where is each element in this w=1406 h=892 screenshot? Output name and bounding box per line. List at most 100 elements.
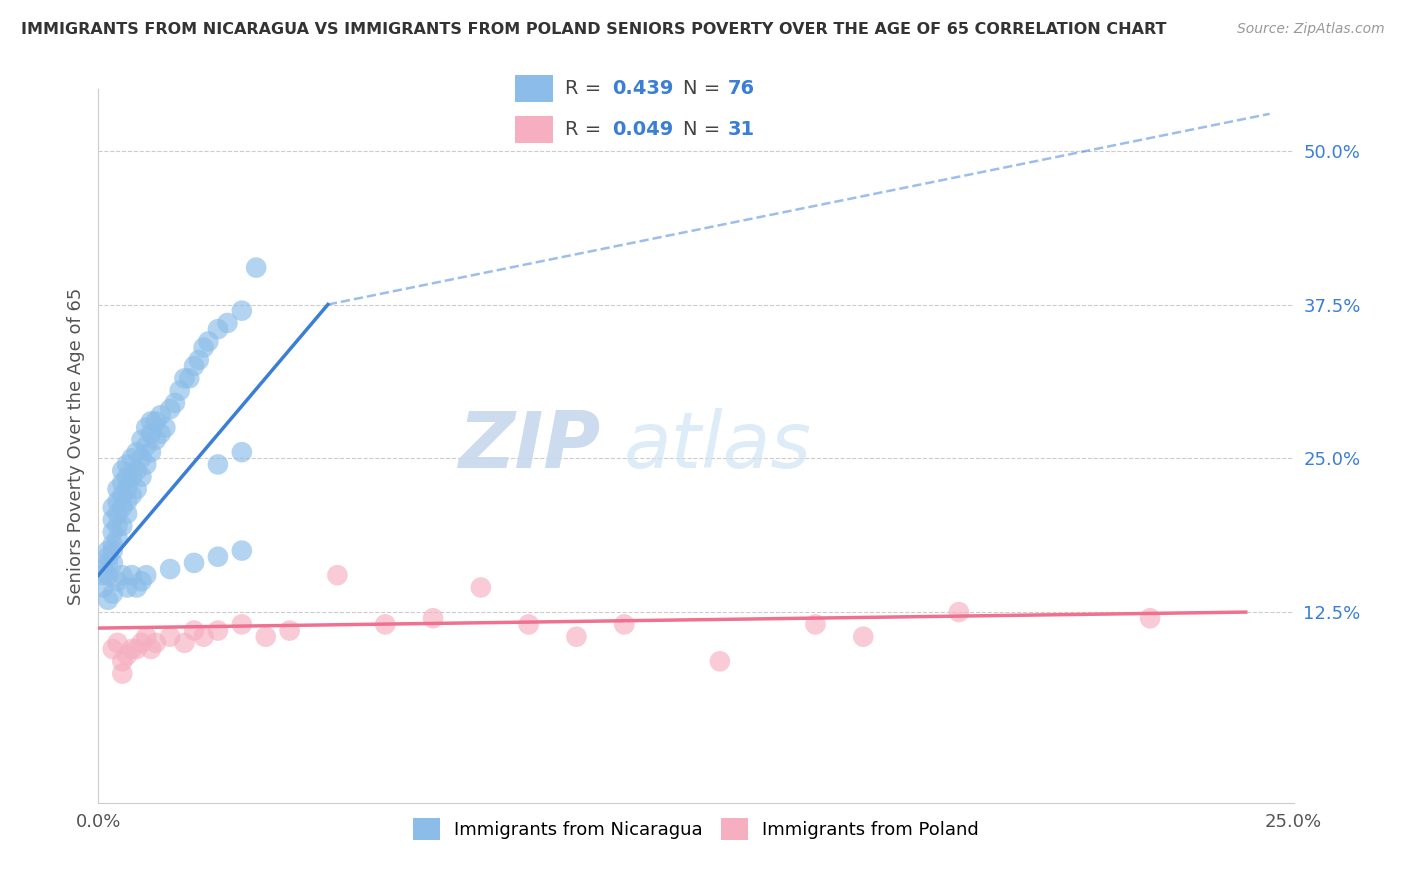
- Point: [145, 433, 167, 447]
- Point: [139, 414, 162, 428]
- FancyBboxPatch shape: [515, 76, 554, 103]
- Point: [125, 642, 148, 657]
- Point: [155, 420, 177, 434]
- Y-axis label: Seniors Poverty Over the Age of 65: Seniors Poverty Over the Age of 65: [66, 287, 84, 605]
- Point: [193, 341, 215, 355]
- FancyBboxPatch shape: [515, 116, 554, 143]
- Point: [115, 458, 138, 472]
- Point: [91, 562, 114, 576]
- Point: [101, 513, 124, 527]
- Point: [207, 624, 229, 638]
- Point: [163, 396, 186, 410]
- Point: [207, 458, 229, 472]
- Point: [97, 568, 120, 582]
- Point: [107, 482, 129, 496]
- Text: 0.439: 0.439: [613, 79, 673, 98]
- Text: R =: R =: [565, 79, 607, 98]
- Point: [613, 617, 636, 632]
- Point: [125, 445, 148, 459]
- Point: [101, 525, 124, 540]
- Point: [121, 488, 143, 502]
- Point: [125, 482, 148, 496]
- Point: [107, 507, 129, 521]
- Point: [135, 568, 157, 582]
- Text: 31: 31: [728, 120, 755, 139]
- Point: [121, 451, 143, 466]
- Point: [159, 562, 181, 576]
- Point: [115, 469, 138, 483]
- Point: [111, 488, 134, 502]
- Text: N =: N =: [683, 79, 727, 98]
- Point: [326, 568, 349, 582]
- Point: [470, 581, 492, 595]
- Point: [231, 617, 253, 632]
- Text: 76: 76: [728, 79, 755, 98]
- Point: [121, 642, 143, 657]
- Point: [193, 630, 215, 644]
- Text: Source: ZipAtlas.com: Source: ZipAtlas.com: [1237, 22, 1385, 37]
- Point: [91, 568, 114, 582]
- Point: [197, 334, 219, 349]
- Point: [121, 568, 143, 582]
- Point: [107, 636, 129, 650]
- Point: [139, 642, 162, 657]
- Point: [245, 260, 267, 275]
- Point: [565, 630, 588, 644]
- Point: [1139, 611, 1161, 625]
- Point: [107, 519, 129, 533]
- Point: [179, 371, 201, 385]
- Legend: Immigrants from Nicaragua, Immigrants from Poland: Immigrants from Nicaragua, Immigrants fr…: [405, 811, 987, 847]
- Point: [107, 531, 129, 545]
- Point: [183, 624, 205, 638]
- Point: [111, 519, 134, 533]
- Point: [97, 592, 120, 607]
- Text: 0.049: 0.049: [613, 120, 673, 139]
- Point: [111, 475, 134, 490]
- Point: [97, 549, 120, 564]
- Point: [278, 624, 301, 638]
- Point: [254, 630, 277, 644]
- Point: [231, 303, 253, 318]
- Point: [125, 581, 148, 595]
- Point: [139, 426, 162, 441]
- Point: [97, 543, 120, 558]
- Point: [101, 500, 124, 515]
- Point: [111, 654, 134, 668]
- Point: [159, 402, 181, 417]
- Point: [169, 384, 191, 398]
- Point: [183, 359, 205, 373]
- Point: [131, 574, 153, 589]
- Text: N =: N =: [683, 120, 727, 139]
- Point: [131, 469, 153, 483]
- Point: [101, 556, 124, 570]
- Point: [135, 439, 157, 453]
- Point: [207, 322, 229, 336]
- Point: [149, 426, 172, 441]
- Point: [159, 630, 181, 644]
- Point: [231, 445, 253, 459]
- Point: [111, 500, 134, 515]
- Point: [111, 568, 134, 582]
- Point: [231, 543, 253, 558]
- Point: [422, 611, 444, 625]
- Point: [187, 352, 209, 367]
- Point: [207, 549, 229, 564]
- Point: [145, 414, 167, 428]
- Point: [135, 458, 157, 472]
- Point: [173, 636, 195, 650]
- Point: [125, 464, 148, 478]
- Point: [115, 494, 138, 508]
- Point: [115, 507, 138, 521]
- Point: [97, 556, 120, 570]
- Point: [91, 581, 114, 595]
- Point: [709, 654, 731, 668]
- Point: [115, 482, 138, 496]
- Point: [101, 642, 124, 657]
- Point: [517, 617, 540, 632]
- Point: [115, 581, 138, 595]
- Point: [107, 574, 129, 589]
- Point: [115, 648, 138, 662]
- Point: [131, 451, 153, 466]
- Point: [135, 420, 157, 434]
- Point: [145, 636, 167, 650]
